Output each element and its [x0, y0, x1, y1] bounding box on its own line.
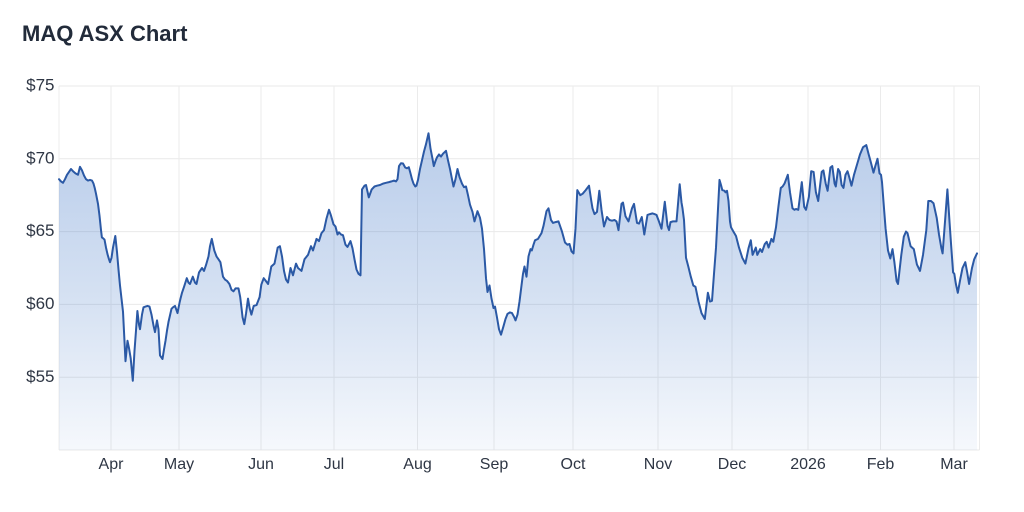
svg-text:MAQ ASX Chart: MAQ ASX Chart	[22, 21, 188, 46]
svg-text:$70: $70	[26, 148, 54, 167]
svg-text:Jun: Jun	[248, 456, 274, 473]
svg-text:$75: $75	[26, 76, 54, 95]
svg-text:Apr: Apr	[99, 456, 125, 473]
svg-text:$60: $60	[26, 294, 54, 313]
svg-text:Mar: Mar	[940, 456, 968, 473]
svg-text:Dec: Dec	[718, 456, 746, 473]
svg-text:2026: 2026	[790, 456, 826, 473]
svg-text:$65: $65	[26, 221, 54, 240]
svg-text:Nov: Nov	[644, 456, 672, 473]
svg-text:Feb: Feb	[867, 456, 895, 473]
svg-text:Sep: Sep	[480, 456, 509, 473]
svg-text:Aug: Aug	[403, 456, 431, 473]
svg-text:Oct: Oct	[561, 456, 586, 473]
svg-text:Jul: Jul	[324, 456, 344, 473]
svg-text:May: May	[164, 456, 194, 473]
svg-text:$55: $55	[26, 367, 54, 386]
